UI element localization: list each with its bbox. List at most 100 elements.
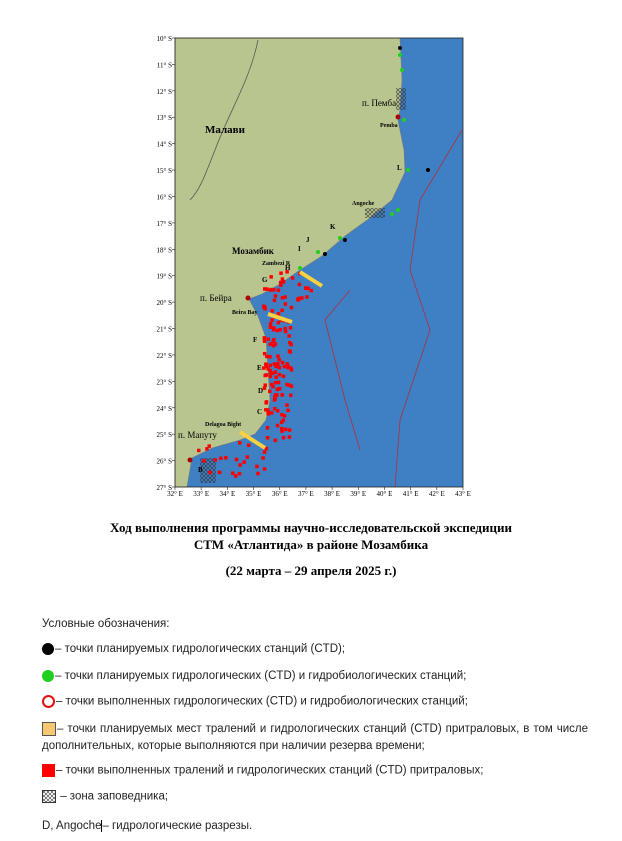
trawl-point xyxy=(262,305,266,309)
section-letter: E xyxy=(257,364,262,372)
trawl-point xyxy=(282,414,287,418)
station xyxy=(396,208,400,212)
station xyxy=(406,168,410,172)
trawl-point xyxy=(296,297,300,302)
reserve-zone xyxy=(200,458,216,483)
lat-label: 21° S xyxy=(157,326,173,334)
trawl-point xyxy=(281,280,286,284)
trawl-point xyxy=(278,328,282,332)
station xyxy=(426,168,430,172)
trawl-point xyxy=(268,342,272,346)
station xyxy=(390,212,394,216)
lon-label: 33° E xyxy=(193,490,209,498)
trawl-point xyxy=(289,342,293,347)
trawl-point xyxy=(289,393,293,398)
trawl-point xyxy=(262,339,267,343)
trawl-point xyxy=(255,464,259,469)
place-label: Beira Bay xyxy=(232,310,258,316)
place-label: Мозамбик xyxy=(232,246,275,256)
trawl-point xyxy=(264,446,269,451)
trawl-track xyxy=(267,312,293,324)
legend-item: – точки выполненных гидрологических (CTD… xyxy=(42,695,588,708)
trawl-point xyxy=(287,435,292,439)
lon-label: 40° E xyxy=(377,490,393,498)
trawl-point xyxy=(269,382,274,387)
trawl-point xyxy=(197,448,201,453)
station xyxy=(323,252,327,256)
lat-label: 24° S xyxy=(157,405,173,413)
trawl-point xyxy=(268,368,273,373)
trawl-point xyxy=(264,364,269,369)
lon-label: 32° E xyxy=(167,490,183,498)
legend-text: – гидрологические разрезы. xyxy=(102,820,253,833)
caption-dates: (22 марта – 29 апреля 2025 г.) xyxy=(225,563,397,578)
trawl-point xyxy=(277,358,281,362)
trawl-point xyxy=(269,275,273,279)
trawl-point xyxy=(207,444,211,448)
legend-text: – точки планируемых гидрологических стан… xyxy=(55,643,346,656)
station xyxy=(400,68,404,72)
trawl-point xyxy=(238,463,242,467)
trawl-point xyxy=(266,412,271,416)
trawl-point xyxy=(271,340,275,344)
legend-text: – точки выполненных гидрологических (CTD… xyxy=(56,695,468,708)
trawl-point xyxy=(276,354,280,358)
section-letter: C xyxy=(257,408,262,416)
station xyxy=(402,118,406,122)
trawl-point xyxy=(272,288,276,292)
trawl-point xyxy=(277,365,281,370)
lon-label: 38° E xyxy=(324,490,340,498)
trawl-point xyxy=(289,368,294,372)
section-letter: K xyxy=(330,223,336,231)
legend-text: – точки планируемых гидрологических (CTD… xyxy=(55,670,467,683)
trawl-point xyxy=(285,403,289,407)
trawl-point xyxy=(271,327,276,332)
station xyxy=(398,46,402,50)
trawl-point xyxy=(279,283,283,287)
trawl-point xyxy=(280,296,285,300)
trawl-point xyxy=(272,406,277,411)
trawl-point xyxy=(281,435,286,440)
lat-label: 17° S xyxy=(157,220,173,228)
legend-text: – точки выполненных тралений и гидрологи… xyxy=(56,764,484,777)
trawl-point xyxy=(272,362,277,366)
legend-item: – точки планируемых гидрологических стан… xyxy=(42,643,588,655)
trawl-point xyxy=(262,467,267,471)
trawl-point xyxy=(280,360,285,365)
trawl-point xyxy=(288,326,293,330)
port xyxy=(187,457,193,463)
trawl-point xyxy=(285,362,289,366)
station xyxy=(316,250,320,254)
trawl-point xyxy=(279,426,284,431)
trawl-point xyxy=(264,408,268,412)
trawl-point xyxy=(276,288,281,293)
lon-label: 39° E xyxy=(350,490,366,498)
trawl-point xyxy=(262,450,267,454)
land xyxy=(174,37,406,488)
trawl-point xyxy=(270,371,275,375)
trawl-point xyxy=(271,384,275,389)
trawl-point xyxy=(280,412,284,417)
trawl-point xyxy=(265,354,269,359)
trawl-point xyxy=(213,458,218,462)
trawl-point xyxy=(242,460,246,464)
trawl-point xyxy=(263,383,267,387)
trawl-point xyxy=(285,270,289,274)
place-label: п. Мапуту xyxy=(178,430,217,440)
trawl-point xyxy=(272,298,277,303)
hatch-icon xyxy=(42,790,56,803)
trawl-point xyxy=(305,295,309,299)
section-letter: G xyxy=(262,276,268,284)
lat-label: 20° S xyxy=(157,299,173,307)
trawl-point xyxy=(237,471,242,476)
trawl-point xyxy=(281,418,286,422)
legend-item: – зона заповедника; xyxy=(42,790,588,803)
trawl-point xyxy=(268,288,273,292)
lat-label: 14° S xyxy=(157,141,173,149)
place-label: Angoche xyxy=(352,201,375,207)
trawl-point xyxy=(300,296,304,300)
lon-label: 43° E xyxy=(455,490,471,498)
trawl-point xyxy=(234,457,239,462)
legend-text: – зона заповедника; xyxy=(60,790,169,803)
lat-label: 26° S xyxy=(157,458,173,466)
